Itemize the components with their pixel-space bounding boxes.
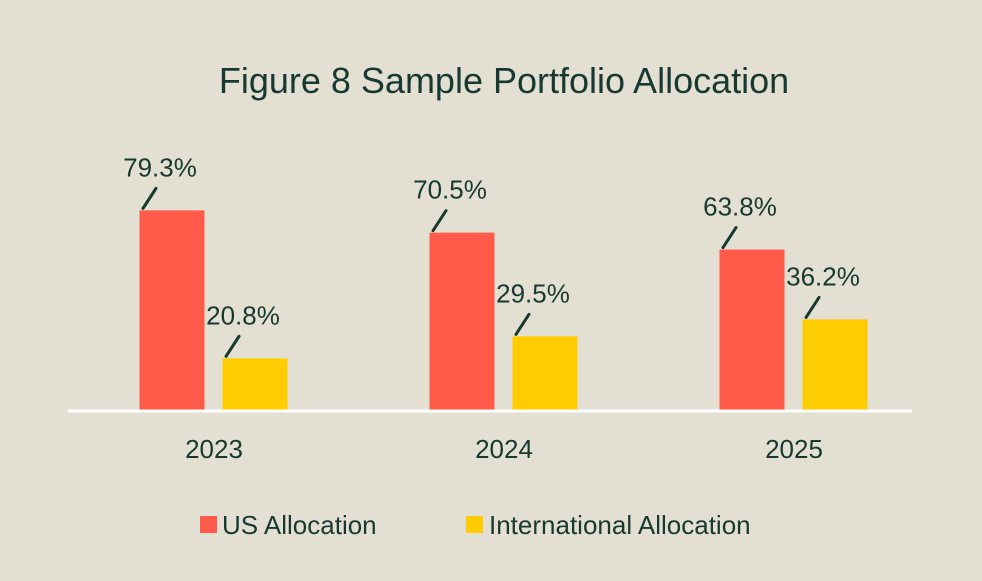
value-label-international-2024: 29.5% <box>496 278 570 308</box>
bars-group <box>139 210 868 411</box>
value-label-us-2025: 63.8% <box>703 192 777 222</box>
leader-line-international-2025 <box>804 295 821 319</box>
leader-line-us-2024 <box>431 209 448 233</box>
legend-swatch-international <box>466 516 483 533</box>
bar-international-2025 <box>802 319 868 411</box>
legend-label-international: International Allocation <box>489 510 751 540</box>
bar-us-2024 <box>429 232 495 411</box>
bar-us-2025 <box>719 249 785 411</box>
value-labels-group: 79.3% 70.5% 63.8% 20.8% 29.5% 36.2% <box>123 152 860 358</box>
legend-label-us: US Allocation <box>222 510 377 540</box>
x-tick-label-2023: 2023 <box>185 434 243 464</box>
leader-line-international-2023 <box>224 334 241 358</box>
legend: US Allocation International Allocation <box>200 510 751 540</box>
bar-us-2023 <box>139 210 205 411</box>
chart-title: Figure 8 Sample Portfolio Allocation <box>219 60 789 101</box>
x-tick-label-2025: 2025 <box>765 434 823 464</box>
x-tick-label-2024: 2024 <box>475 434 533 464</box>
bar-international-2024 <box>512 336 578 411</box>
leader-line-us-2025 <box>721 226 738 250</box>
value-label-international-2023: 20.8% <box>206 300 280 330</box>
legend-swatch-us <box>200 516 217 533</box>
value-label-international-2025: 36.2% <box>786 261 860 291</box>
leader-line-international-2024 <box>514 312 531 336</box>
value-label-us-2023: 79.3% <box>123 152 197 182</box>
bar-international-2023 <box>222 358 288 411</box>
leader-line-us-2023 <box>141 186 158 210</box>
value-label-us-2024: 70.5% <box>413 175 487 205</box>
